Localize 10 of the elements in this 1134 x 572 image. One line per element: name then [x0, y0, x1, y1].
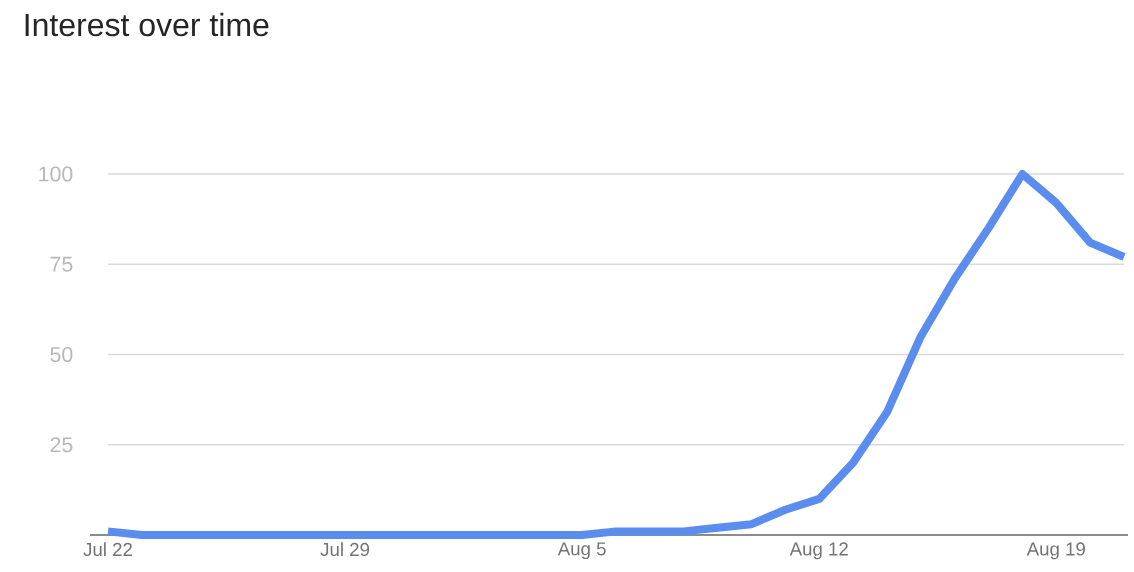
y-tick-label: 100 [39, 166, 73, 182]
x-tick-label: Aug 12 [789, 542, 848, 560]
y-tick-label: 50 [50, 346, 73, 363]
x-tick-label: Aug 5 [557, 542, 606, 560]
chart-title: Interest over time [25, 12, 269, 37]
x-tick-label: Jul 29 [320, 542, 370, 557]
y-tick-label: 25 [50, 437, 73, 453]
y-tick-label: 75 [50, 256, 73, 272]
x-tick-label: Jul 22 [83, 542, 132, 557]
x-tick-label: Aug 19 [1026, 542, 1085, 560]
